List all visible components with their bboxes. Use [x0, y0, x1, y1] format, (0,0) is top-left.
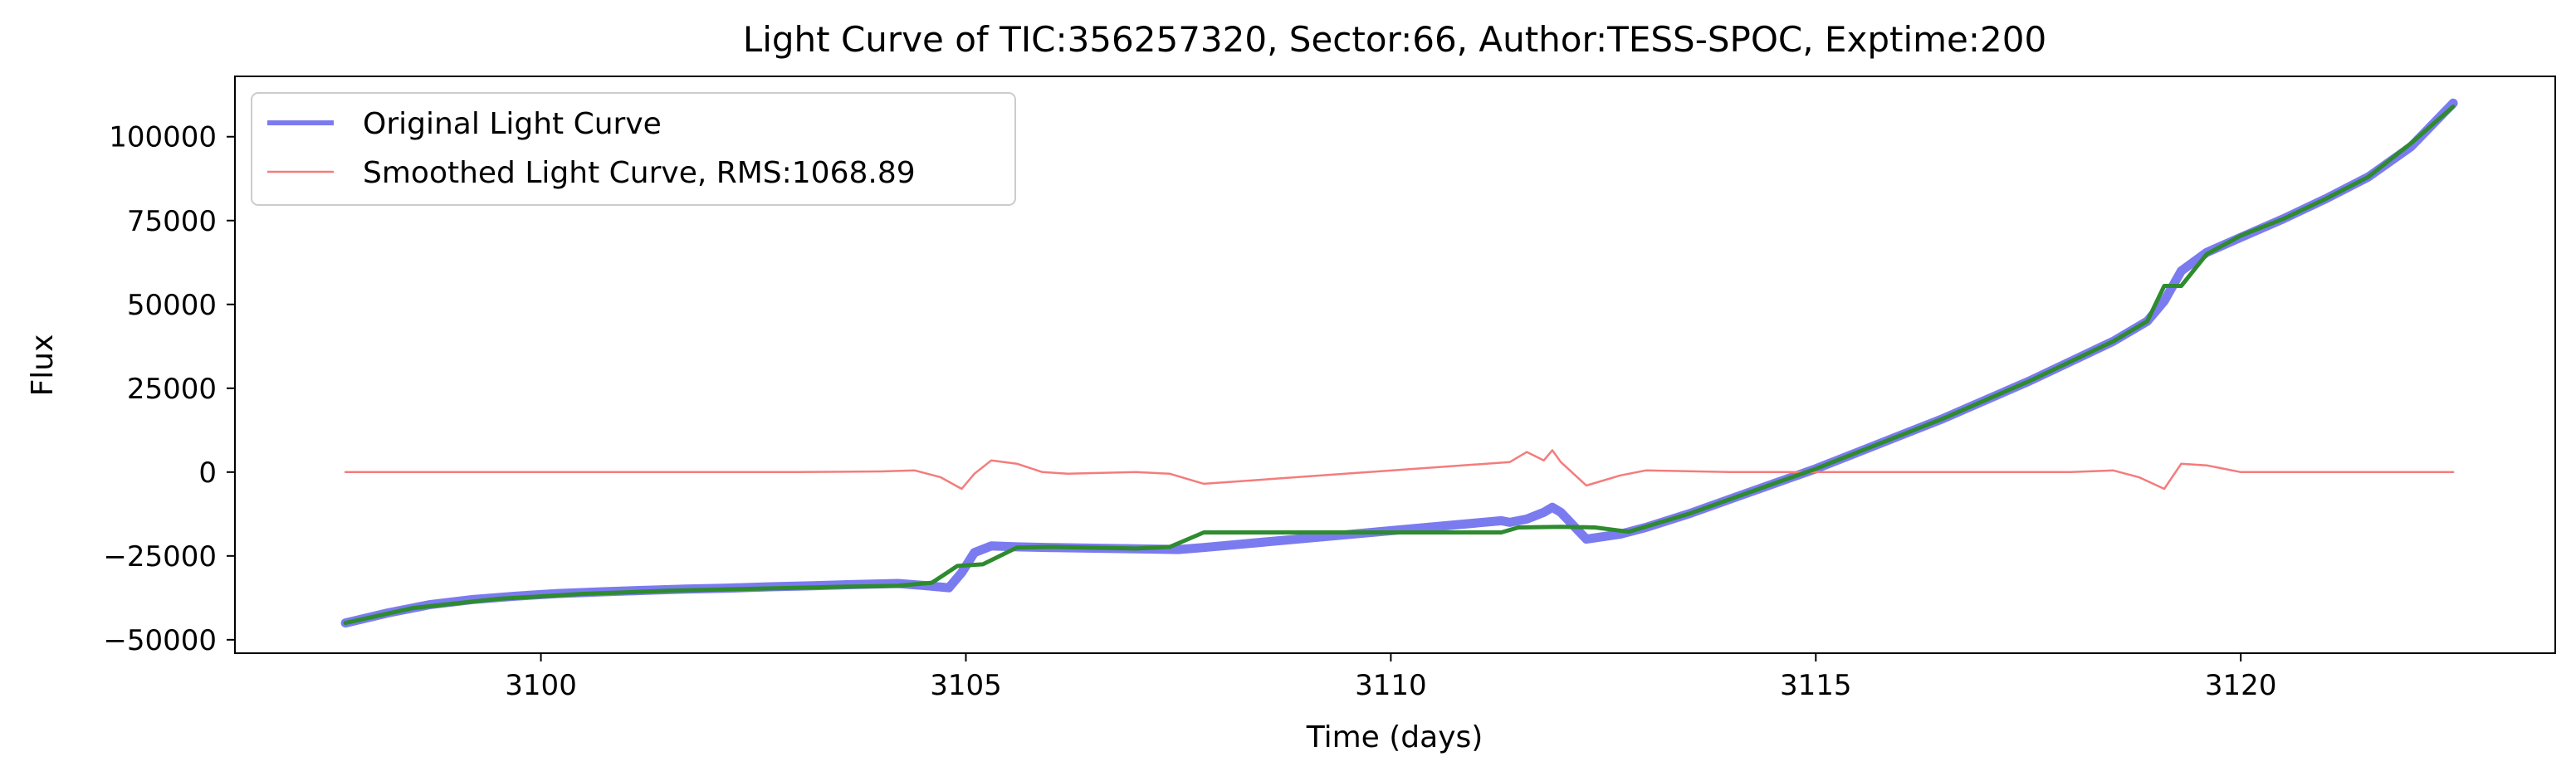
- y-tick-label: 50000: [127, 289, 217, 322]
- x-tick-label: 3100: [505, 669, 577, 702]
- x-tick-label: 3115: [1780, 669, 1852, 702]
- y-tick-label: −25000: [103, 540, 217, 574]
- x-axis-ticks: 3100 3105 3110 3115 3120: [505, 653, 2276, 702]
- x-axis-label: Time (days): [1306, 720, 1484, 754]
- y-tick-label: 25000: [127, 373, 217, 406]
- legend-box: [251, 92, 1016, 206]
- y-tick-label: −50000: [103, 624, 217, 657]
- legend-label-smoothed: Smoothed Light Curve, RMS:1068.89: [363, 156, 916, 190]
- x-tick-label: 3105: [930, 669, 1002, 702]
- chart-title: Light Curve of TIC:356257320, Sector:66,…: [743, 19, 2046, 60]
- y-axis-label: Flux: [26, 334, 60, 397]
- plot-series-group: [340, 98, 2458, 628]
- series-line-2: [343, 104, 2456, 626]
- x-tick-label: 3110: [1355, 669, 1427, 702]
- legend: Original Light Curve Smoothed Light Curv…: [251, 92, 1016, 206]
- y-tick-label: 75000: [127, 205, 217, 238]
- y-tick-label: 100000: [109, 121, 217, 154]
- y-axis-ticks: −50000 −25000 0 25000 50000 75000 100000: [103, 121, 235, 657]
- y-tick-label: 0: [198, 456, 217, 490]
- plot-frame: [234, 76, 2556, 654]
- x-tick-label: 3120: [2205, 669, 2277, 702]
- legend-label-original: Original Light Curve: [363, 107, 662, 141]
- series-line-1: [344, 449, 2455, 491]
